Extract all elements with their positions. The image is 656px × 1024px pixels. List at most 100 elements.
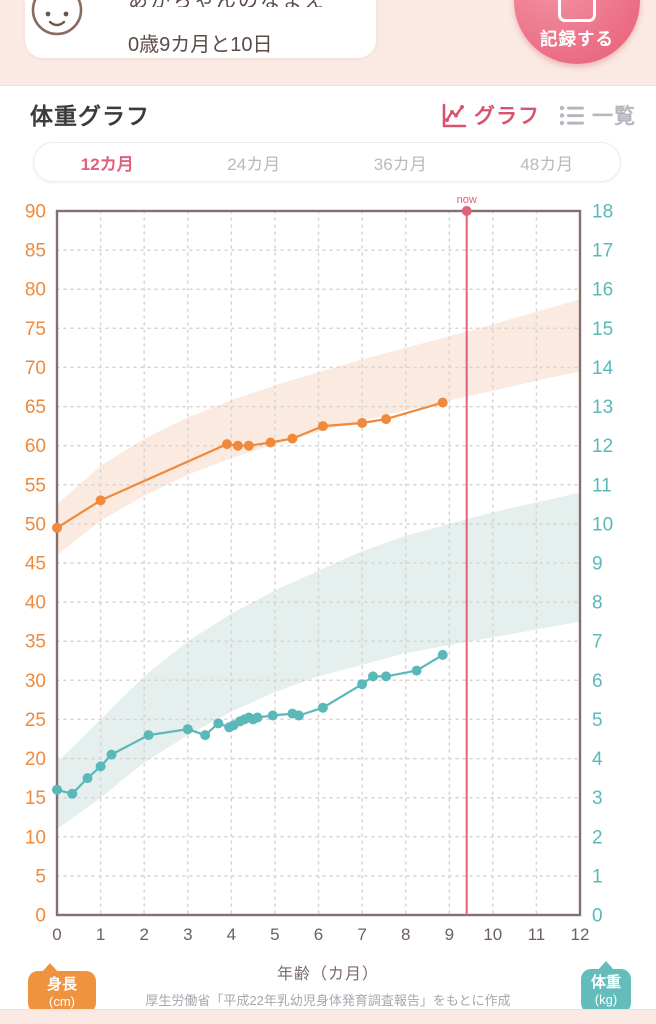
svg-text:14: 14 — [592, 358, 614, 379]
header-strip: あかちゃんのなまえ 0歳9カ月と10日 記録する — [0, 0, 656, 86]
x-axis-ticks: 0 1 2 3 4 5 6 7 8 9 10 11 12 — [52, 925, 589, 944]
weight-point[interactable] — [182, 724, 193, 735]
height-point[interactable] — [52, 522, 62, 533]
bottom-strip — [0, 1009, 656, 1024]
weight-point[interactable] — [213, 718, 224, 729]
height-point[interactable] — [287, 433, 298, 444]
svg-text:4: 4 — [592, 749, 603, 770]
weight-point[interactable] — [437, 649, 448, 660]
weight-point[interactable] — [293, 710, 304, 721]
svg-text:1: 1 — [592, 866, 603, 887]
list-icon — [559, 105, 584, 125]
weight-point[interactable] — [95, 761, 106, 772]
weight-point[interactable] — [200, 730, 211, 741]
svg-text:8: 8 — [401, 925, 410, 944]
range-tab-12m[interactable]: 12カ月 — [80, 154, 134, 174]
baby-age-text: 0歳9カ月と10日 — [128, 34, 273, 56]
svg-text:2: 2 — [592, 827, 603, 848]
xaxis-title: 年齢（カ月） — [276, 966, 379, 983]
weight-badge-label: 体重 — [590, 974, 621, 991]
view-toggle: グラフ 一覧 — [440, 100, 636, 130]
range-tab-24m[interactable]: 24カ月 — [227, 154, 281, 174]
weight-point[interactable] — [82, 773, 93, 784]
svg-text:40: 40 — [25, 593, 46, 614]
svg-text:12: 12 — [571, 925, 590, 944]
page-title: 体重グラフ — [30, 103, 150, 129]
svg-text:60: 60 — [25, 436, 46, 457]
svg-text:10: 10 — [592, 514, 613, 535]
line-chart-icon — [442, 103, 467, 127]
height-axis-badge: 身長 (cm) — [28, 963, 96, 1013]
svg-text:15: 15 — [25, 788, 46, 809]
svg-text:70: 70 — [25, 358, 46, 379]
badge-pointer — [598, 961, 614, 970]
height-point[interactable] — [232, 440, 243, 451]
svg-text:35: 35 — [25, 632, 46, 653]
range-tab-48m[interactable]: 48カ月 — [520, 154, 574, 174]
weight-point[interactable] — [368, 671, 378, 682]
weight-point[interactable] — [411, 665, 422, 676]
weight-axis-badge: 体重 (kg) — [581, 961, 631, 1013]
weight-point[interactable] — [106, 749, 117, 760]
weight-point[interactable] — [143, 730, 154, 741]
svg-text:5: 5 — [592, 710, 603, 731]
svg-text:10: 10 — [483, 925, 502, 944]
badge-pointer — [42, 963, 58, 972]
height-point[interactable] — [243, 440, 254, 451]
height-point[interactable] — [95, 495, 106, 506]
svg-text:0: 0 — [52, 925, 61, 944]
svg-text:90: 90 — [25, 202, 46, 223]
svg-text:9: 9 — [592, 554, 603, 575]
svg-text:6: 6 — [592, 671, 603, 692]
tab-list-view[interactable]: 一覧 — [558, 100, 636, 130]
baby-face-icon — [31, 0, 83, 36]
svg-text:8: 8 — [592, 593, 603, 614]
svg-text:20: 20 — [25, 749, 46, 770]
height-point[interactable] — [437, 397, 448, 408]
svg-text:16: 16 — [592, 280, 613, 301]
svg-text:0: 0 — [35, 906, 46, 927]
svg-text:10: 10 — [25, 827, 46, 848]
svg-text:7: 7 — [357, 925, 366, 944]
svg-text:45: 45 — [25, 554, 46, 575]
svg-text:11: 11 — [592, 475, 612, 496]
weight-point[interactable] — [381, 671, 392, 682]
svg-text:18: 18 — [592, 202, 613, 223]
range-tab-36m[interactable]: 36カ月 — [373, 154, 427, 174]
weight-point[interactable] — [67, 788, 78, 799]
svg-text:11: 11 — [528, 925, 546, 944]
svg-text:12: 12 — [592, 436, 613, 457]
svg-text:9: 9 — [445, 925, 454, 944]
height-series — [52, 397, 448, 533]
svg-text:7: 7 — [592, 632, 603, 653]
svg-text:15: 15 — [592, 319, 613, 340]
height-badge-unit: (cm) — [49, 994, 75, 1009]
svg-text:2: 2 — [139, 925, 148, 944]
svg-text:0: 0 — [592, 906, 603, 927]
weight-point[interactable] — [357, 679, 368, 690]
height-point[interactable] — [222, 439, 232, 450]
weight-series — [52, 649, 448, 799]
weight-point[interactable] — [267, 710, 278, 721]
svg-text:75: 75 — [25, 319, 46, 340]
svg-text:55: 55 — [25, 475, 46, 496]
svg-text:now: now — [457, 195, 477, 206]
height-point[interactable] — [357, 418, 368, 428]
weight-point[interactable] — [317, 702, 328, 713]
height-point[interactable] — [265, 437, 276, 448]
svg-text:85: 85 — [25, 241, 46, 262]
height-point[interactable] — [317, 421, 328, 432]
weight-point[interactable] — [52, 784, 62, 795]
left-axis-ticks: 0 5 10 15 20 25 30 35 40 45 50 55 60 65 70 75 80 85 90 — [25, 202, 46, 927]
svg-text:5: 5 — [270, 925, 279, 944]
tab-graph-view[interactable]: グラフ — [440, 100, 540, 130]
tab-list-label: 一覧 — [592, 105, 636, 128]
svg-text:3: 3 — [592, 788, 603, 809]
plot-border — [55, 209, 582, 917]
record-notebook-icon — [558, 0, 596, 22]
weight-point[interactable] — [252, 712, 263, 723]
record-button[interactable]: 記録する — [514, 0, 640, 64]
height-point[interactable] — [381, 414, 392, 425]
baby-profile-card[interactable]: あかちゃんのなまえ 0歳9カ月と10日 — [25, 0, 376, 58]
weight-badge-unit: (kg) — [594, 992, 618, 1007]
